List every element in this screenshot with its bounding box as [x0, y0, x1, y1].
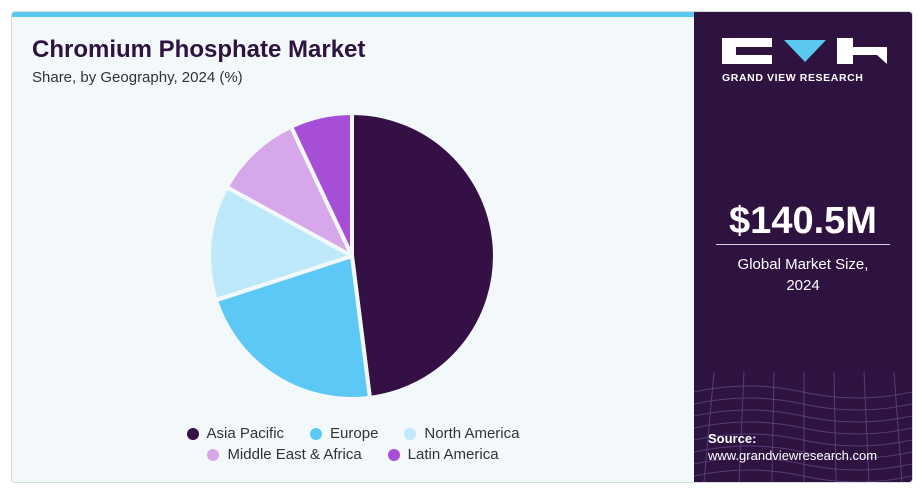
market-size-label-line-2: 2024: [786, 277, 820, 294]
legend-swatch: [207, 448, 220, 461]
legend-row-1: Asia Pacific Europe North America: [12, 425, 694, 442]
logo-mark: [722, 38, 888, 64]
logo-block-left-icon: [722, 38, 772, 64]
chart-subtitle: Share, by Geography, 2024 (%): [32, 69, 243, 86]
market-size-label-line-1: Global Market Size,: [737, 256, 869, 273]
legend-item-middle-east-africa: Middle East & Africa: [207, 446, 362, 463]
legend-item-asia-pacific: Asia Pacific: [186, 425, 285, 442]
pie-slice-asia-pacific: [350, 111, 497, 400]
chart-card: Chromium Phosphate Market Share, by Geog…: [11, 11, 913, 483]
pie-slice-north-america: [207, 185, 354, 303]
legend-label: Asia Pacific: [206, 425, 285, 442]
legend-item-latin-america: Latin America: [387, 446, 499, 463]
logo-chevron-icon: [779, 38, 830, 64]
sidebar-panel: GRAND VIEW RESEARCH $140.5M Global Marke…: [694, 12, 912, 482]
legend-row-2: Middle East & Africa Latin America: [12, 446, 694, 463]
legend-label: North America: [424, 425, 520, 442]
legend-item-europe: Europe: [310, 425, 378, 442]
source-label: Source:: [708, 431, 757, 446]
legend-item-north-america: North America: [404, 425, 519, 442]
legend-label: Latin America: [407, 446, 499, 463]
market-size-value: $140.5M: [729, 200, 877, 242]
chart-title: Chromium Phosphate Market: [32, 36, 366, 63]
legend-swatch: [387, 448, 400, 461]
pie-slice-europe: [214, 254, 372, 401]
legend-swatch: [186, 427, 199, 440]
source-link[interactable]: www.grandviewresearch.com: [708, 448, 878, 463]
legend-swatch: [404, 427, 417, 440]
pie-slice-middle-east-africa: [224, 124, 354, 258]
pie-slice-latin-america: [289, 111, 354, 258]
decorative-wave-pattern: [694, 372, 912, 482]
market-size-label: Global Market Size, 2024: [694, 254, 912, 296]
legend-label: Middle East & Africa: [227, 446, 362, 463]
pie-chart: [207, 111, 497, 401]
divider: [716, 244, 890, 245]
brand-logo: GRAND VIEW RESEARCH: [722, 38, 888, 84]
legend-label: Europe: [330, 425, 379, 442]
logo-block-right-icon: [837, 38, 888, 64]
logo-text: GRAND VIEW RESEARCH: [722, 72, 864, 84]
accent-bar: [12, 12, 694, 17]
legend-swatch: [310, 427, 323, 440]
